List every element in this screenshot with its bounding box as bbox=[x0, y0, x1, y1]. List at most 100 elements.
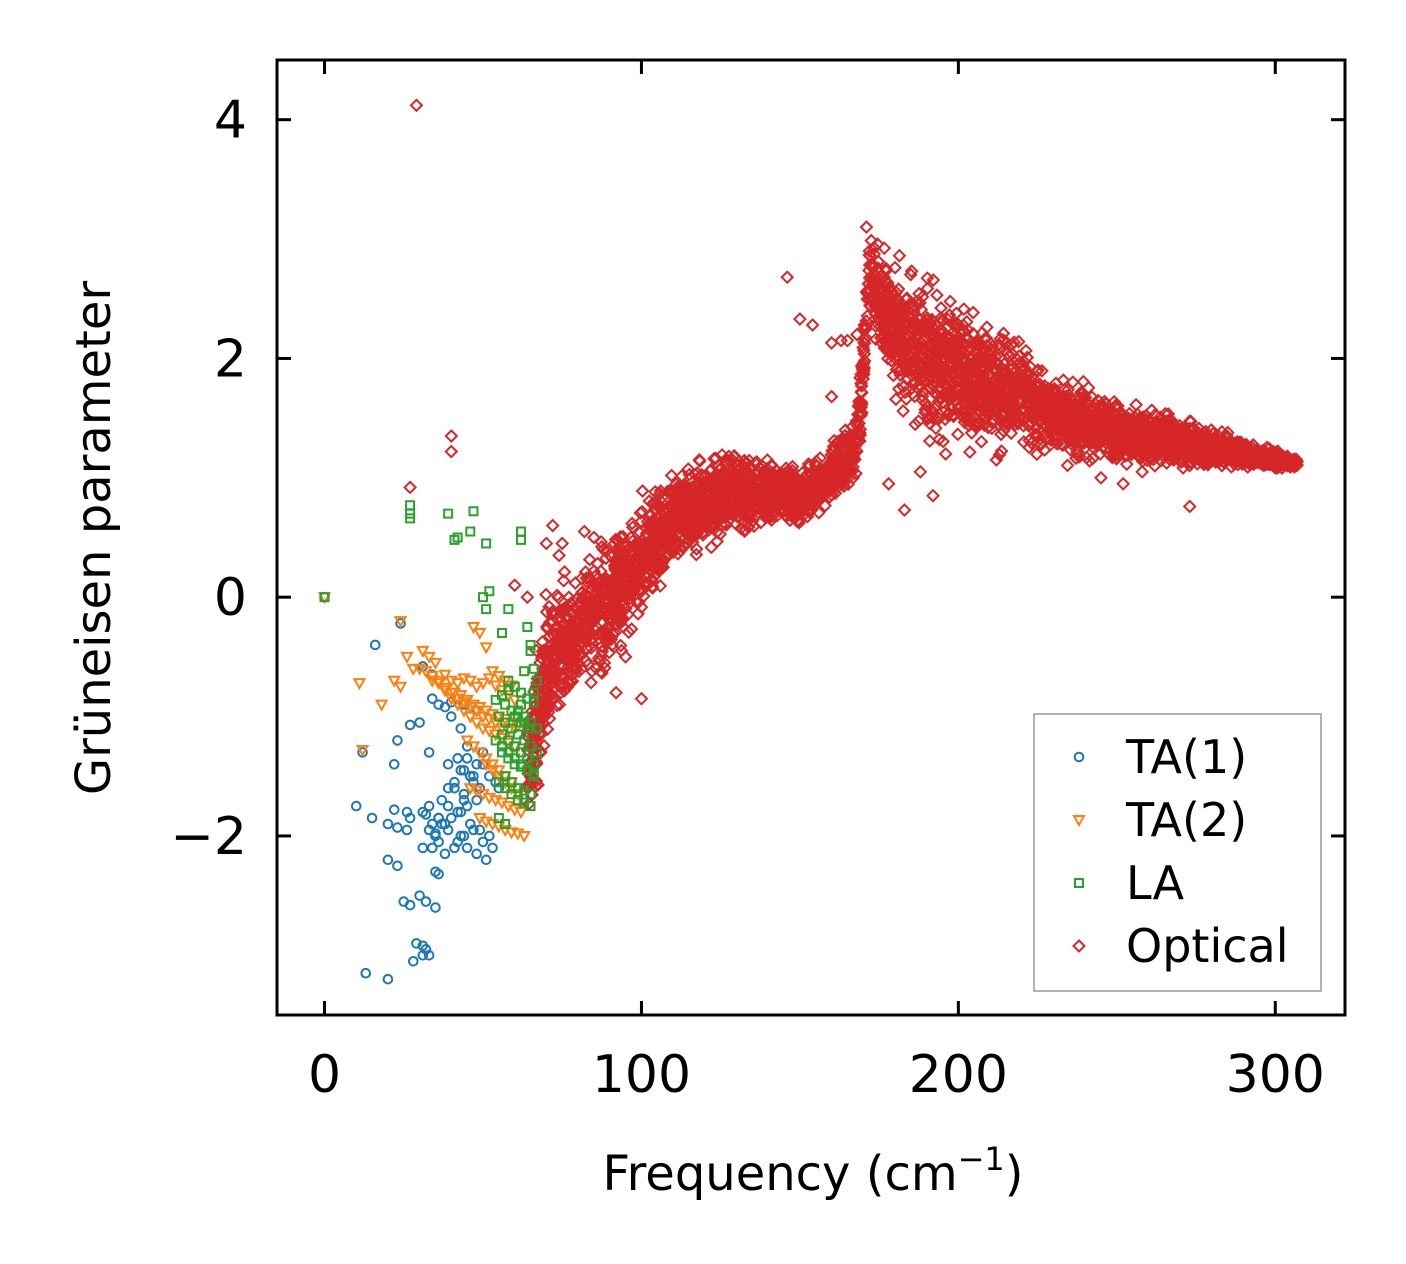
data-point bbox=[1037, 428, 1052, 443]
data-point bbox=[945, 401, 959, 416]
data-point bbox=[468, 770, 479, 782]
data-point bbox=[516, 534, 527, 545]
data-point bbox=[628, 564, 643, 579]
data-point bbox=[561, 641, 576, 656]
data-point bbox=[1220, 444, 1235, 459]
data-point bbox=[759, 510, 773, 525]
data-point bbox=[866, 272, 881, 287]
data-point bbox=[479, 759, 493, 772]
data-point bbox=[611, 533, 626, 548]
legend-marker-ta-2- bbox=[1072, 815, 1086, 828]
data-point bbox=[669, 477, 684, 492]
data-point bbox=[733, 481, 747, 496]
data-point bbox=[889, 392, 903, 407]
data-point bbox=[392, 735, 403, 746]
data-point bbox=[1136, 410, 1151, 424]
data-point bbox=[516, 687, 527, 698]
data-point bbox=[900, 371, 915, 385]
data-point bbox=[531, 675, 542, 686]
data-point bbox=[555, 536, 570, 551]
data-point bbox=[595, 639, 609, 654]
data-point bbox=[382, 818, 394, 830]
data-point bbox=[777, 491, 792, 506]
data-point bbox=[611, 565, 626, 580]
data-point bbox=[764, 458, 779, 473]
data-point bbox=[954, 374, 969, 389]
data-point bbox=[382, 973, 394, 985]
data-point bbox=[599, 635, 614, 650]
data-point bbox=[921, 369, 936, 384]
data-point bbox=[455, 830, 467, 842]
data-point bbox=[581, 601, 596, 616]
series-la bbox=[319, 500, 542, 829]
data-point bbox=[994, 427, 1008, 442]
data-point bbox=[503, 604, 514, 615]
data-point bbox=[756, 469, 771, 484]
data-point bbox=[841, 477, 856, 492]
data-point bbox=[860, 286, 875, 301]
data-point bbox=[723, 454, 738, 469]
data-point bbox=[522, 753, 533, 764]
data-point bbox=[737, 453, 752, 468]
data-point bbox=[877, 270, 892, 285]
data-point bbox=[717, 517, 732, 532]
data-point bbox=[560, 680, 575, 694]
data-point bbox=[1121, 435, 1136, 450]
data-point bbox=[449, 776, 460, 788]
data-point bbox=[781, 463, 795, 478]
data-point bbox=[1061, 382, 1076, 397]
data-point bbox=[1047, 400, 1062, 415]
data-point bbox=[461, 753, 473, 764]
data-point bbox=[1019, 343, 1033, 358]
data-point bbox=[934, 310, 948, 325]
data-point bbox=[1116, 476, 1131, 491]
data-point bbox=[471, 848, 482, 860]
data-point bbox=[562, 676, 577, 691]
data-point bbox=[557, 683, 572, 698]
data-point bbox=[988, 405, 1003, 420]
data-point bbox=[400, 651, 414, 664]
data-point bbox=[705, 496, 720, 511]
data-point bbox=[506, 723, 517, 734]
data-point bbox=[442, 782, 454, 794]
data-point bbox=[471, 759, 482, 770]
data-point bbox=[528, 779, 543, 793]
data-point bbox=[584, 615, 599, 630]
data-point bbox=[557, 601, 572, 615]
data-point bbox=[938, 388, 953, 403]
data-point bbox=[683, 511, 698, 526]
data-point bbox=[584, 675, 599, 690]
data-point bbox=[680, 481, 695, 496]
data-point bbox=[355, 744, 370, 758]
data-point bbox=[1223, 437, 1237, 452]
data-point bbox=[509, 711, 520, 722]
data-point bbox=[645, 581, 660, 595]
data-point bbox=[640, 526, 655, 541]
data-point bbox=[503, 753, 514, 764]
data-point bbox=[1011, 334, 1026, 349]
data-point bbox=[1161, 407, 1176, 421]
data-point bbox=[1272, 454, 1286, 469]
data-point bbox=[892, 313, 906, 328]
data-point bbox=[458, 764, 470, 776]
data-point bbox=[465, 526, 476, 537]
data-point bbox=[403, 480, 418, 495]
data-point bbox=[482, 673, 497, 686]
data-point bbox=[1037, 443, 1052, 457]
data-point bbox=[555, 658, 570, 673]
data-point bbox=[433, 868, 444, 880]
data-point bbox=[1105, 449, 1120, 464]
data-point bbox=[870, 291, 885, 306]
data-point bbox=[531, 747, 542, 758]
data-point bbox=[742, 512, 757, 527]
data-point bbox=[888, 315, 902, 330]
data-point bbox=[497, 747, 508, 758]
data-point bbox=[771, 484, 786, 499]
data-point bbox=[468, 824, 479, 836]
data-point bbox=[590, 594, 605, 609]
data-point bbox=[950, 333, 965, 348]
data-point bbox=[939, 329, 954, 343]
data-point bbox=[846, 459, 860, 474]
data-point bbox=[620, 580, 634, 595]
data-point bbox=[868, 307, 883, 322]
